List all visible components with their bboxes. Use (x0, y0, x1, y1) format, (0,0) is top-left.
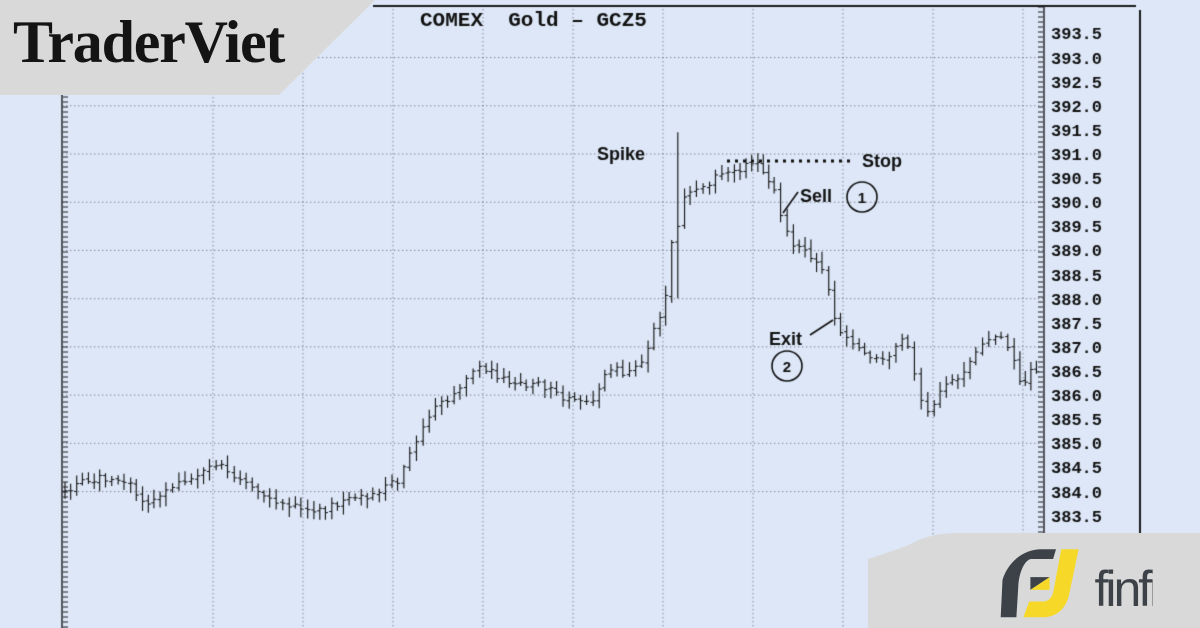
svg-text:finfin: finfin (1095, 561, 1154, 617)
